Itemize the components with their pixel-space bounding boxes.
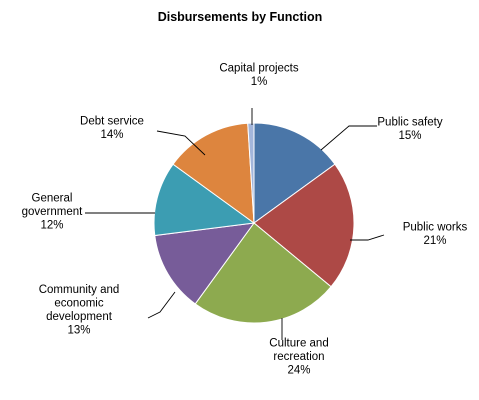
chart-title: Disbursements by Function [158,10,323,24]
slice-name-label: Debt service [80,115,144,127]
slice-value-label: 14% [100,129,123,141]
slice-name-label: government [22,206,84,218]
slice-name-label: Public safety [377,116,442,128]
slice-name-label: Public works [403,221,468,233]
leader-line [350,234,385,241]
slice-value-label: 1% [251,76,268,88]
slice-value-label: 13% [67,324,90,336]
slice-label: Culture and recreation 24% [269,338,328,377]
pie-slice-capital-projects [247,122,255,224]
slice-label: General government 12% [22,193,84,232]
leader-line [147,291,176,319]
leader-line [156,130,206,156]
pie-slice-debt-service [172,122,255,225]
slice-label: Capital projects 1% [219,62,299,88]
slice-value-label: 21% [423,235,446,247]
pie-slice-public-works [253,163,355,288]
pie-slice-culture-and-recreation [194,222,332,324]
slice-labels: Public safety 15% Public works 21% Culture a… [22,62,468,376]
slice-label: Community and economic development 13% [39,284,120,337]
slice-label: Public works 21% [403,221,468,247]
slice-label: Public safety 15% [377,116,442,142]
slice-name-label: Community and [39,284,120,296]
slice-name-label: General [32,193,73,205]
slice-name-label: development [46,311,113,323]
pie-slices [153,122,355,324]
slice-name-label: recreation [273,351,324,363]
slice-label: Debt service 14% [80,115,144,141]
slice-name-label: economic [54,297,103,309]
slice-value-label: 15% [398,130,421,142]
pie-slice-general-government [153,163,256,237]
pie-slice-community-and-economic-development [154,222,256,305]
leader-lines [85,108,385,340]
slice-name-label: Culture and [269,338,328,350]
leader-line [320,125,377,151]
slice-name-label: Capital projects [219,62,299,74]
pie-slice-public-safety [253,122,336,224]
slice-value-label: 12% [40,220,63,232]
slice-value-label: 24% [287,365,310,377]
